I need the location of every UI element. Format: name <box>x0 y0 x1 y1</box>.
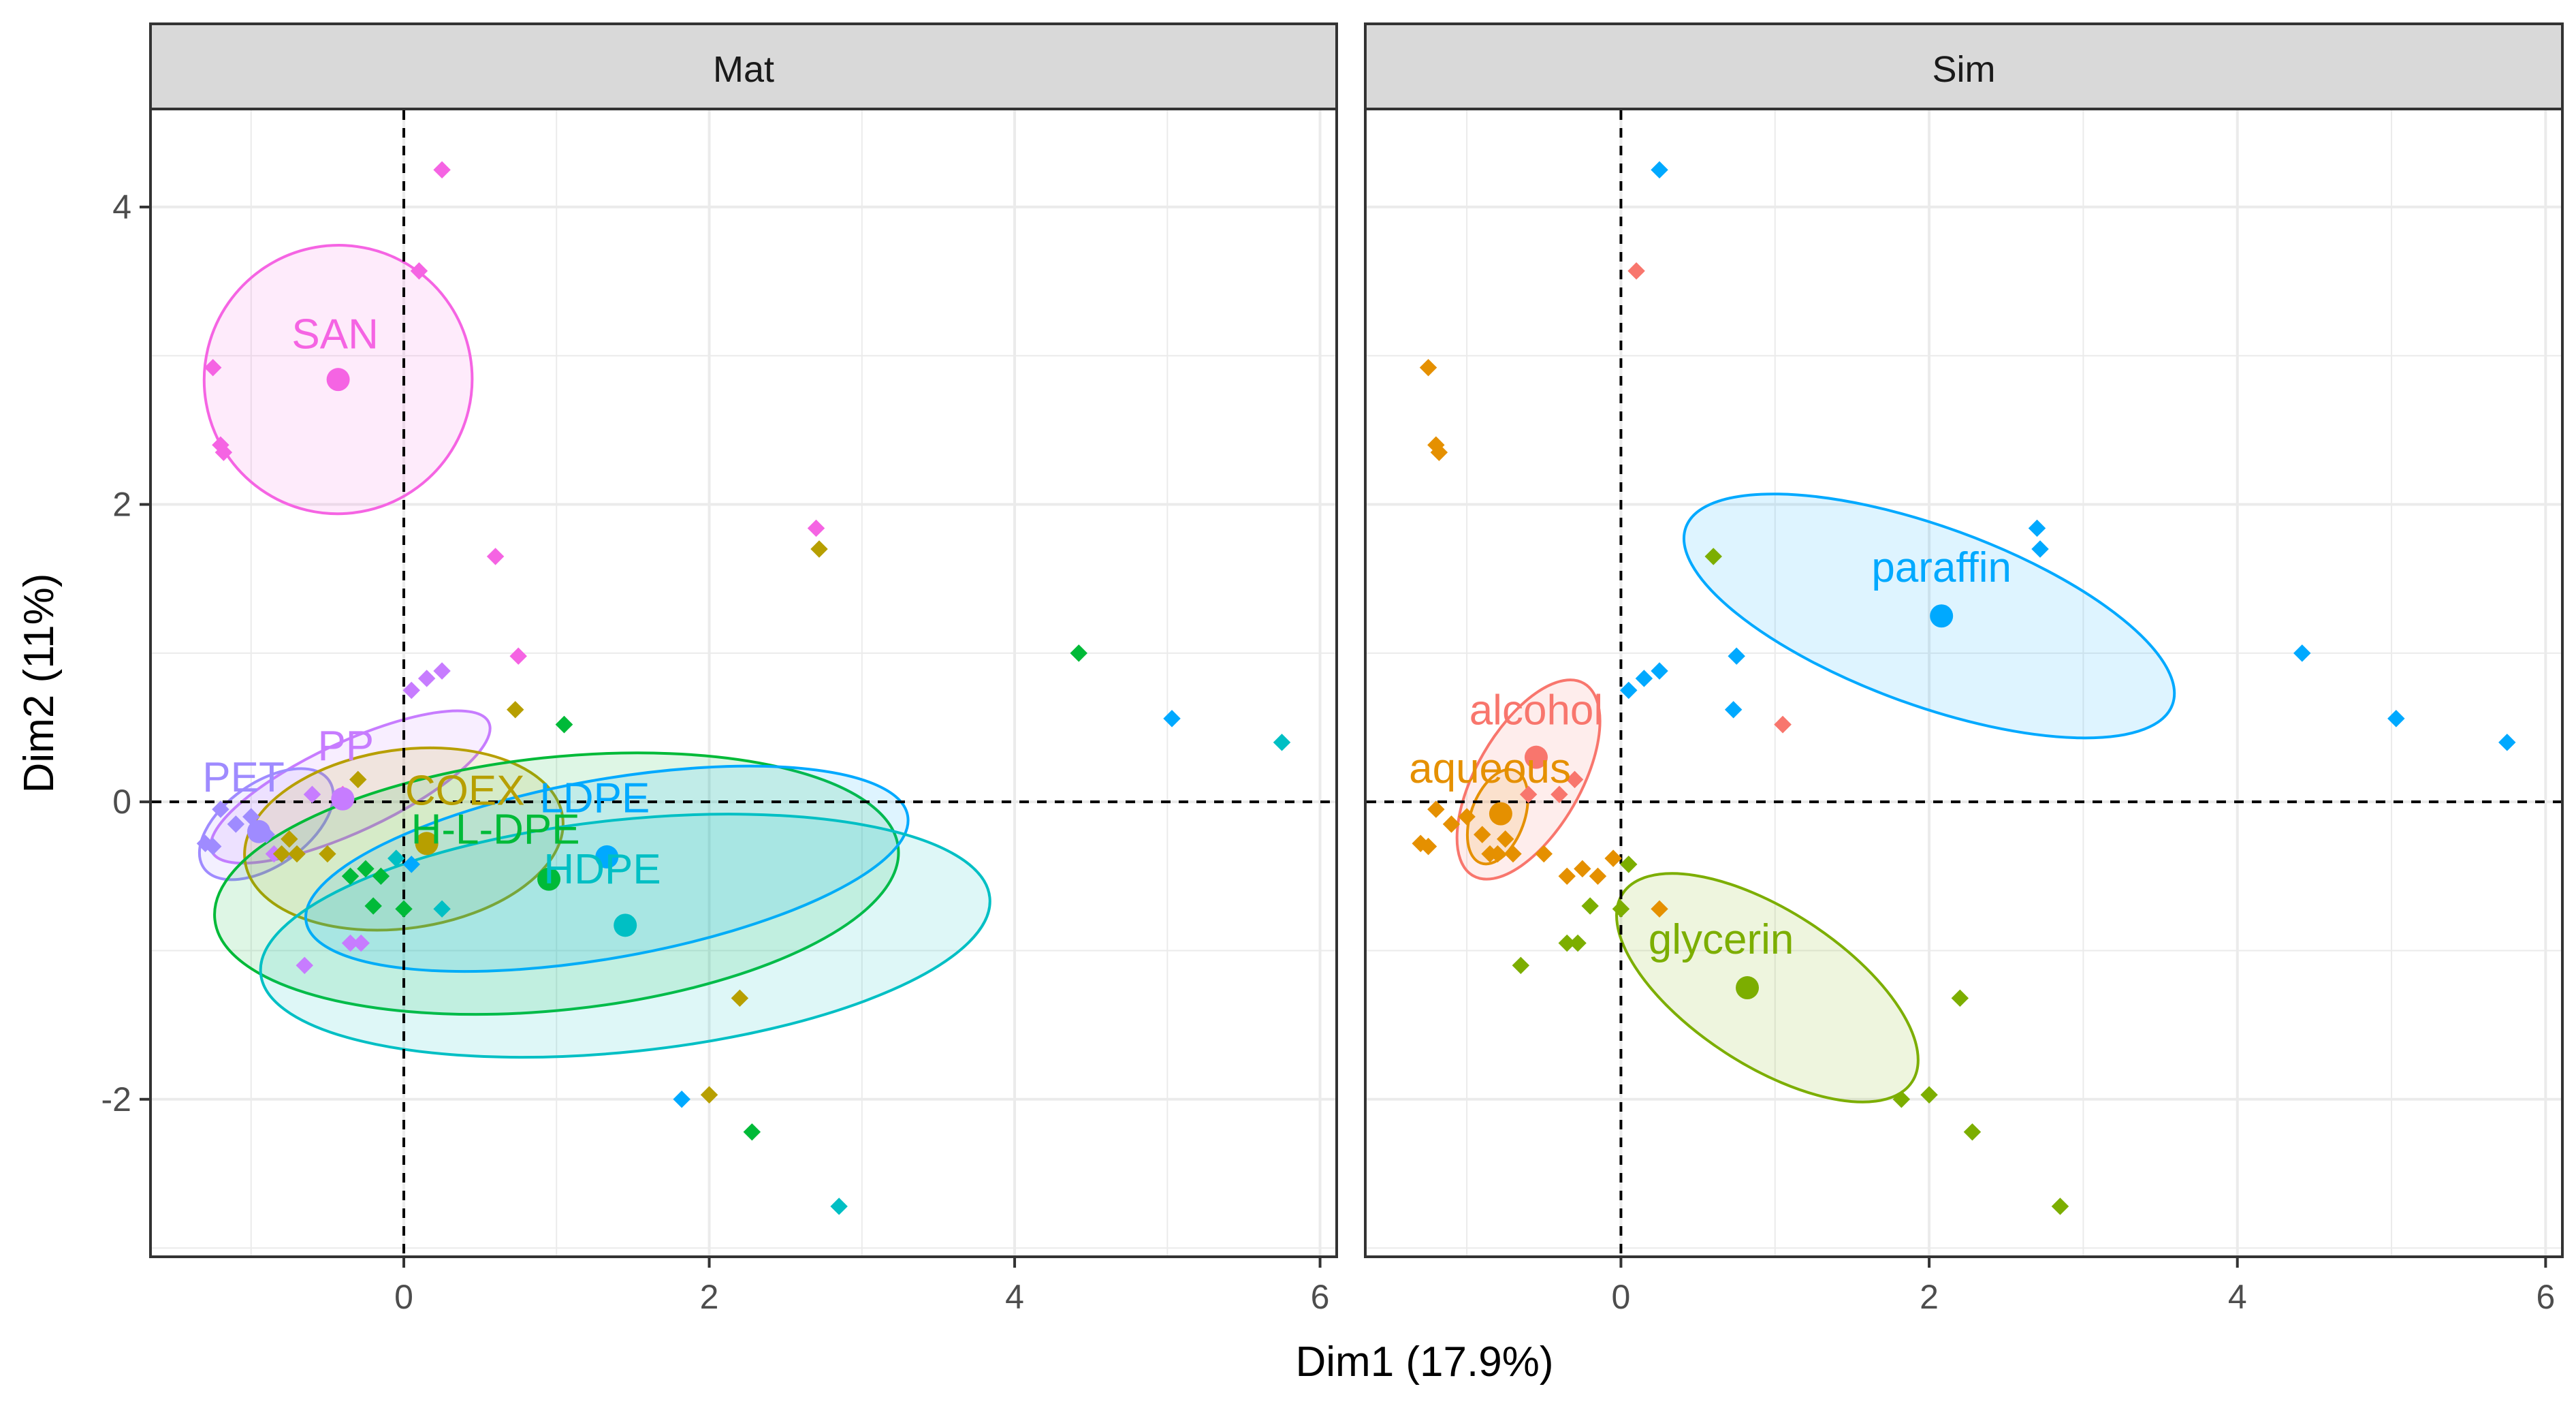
data-point-h-l-dpe <box>341 867 360 886</box>
group-label-pp: PP <box>317 723 374 770</box>
group-label-ldpe: LDPE <box>539 775 650 822</box>
y-tick-label: -2 <box>101 1080 131 1118</box>
facet-mat-panel <box>149 108 1338 1258</box>
centroid-ldpe <box>595 845 619 869</box>
data-point-san <box>509 647 527 665</box>
data-point-pp <box>341 934 360 952</box>
x-tick-label: 2 <box>1920 1278 1939 1316</box>
facet-sim-x-ticks: 0 2 4 6 <box>1612 1257 2555 1316</box>
y-tick-label: 4 <box>112 188 131 226</box>
group-label-alcohol: alcohol <box>1469 687 1603 734</box>
centroid-aqueous <box>1489 802 1512 826</box>
facet-sim-strip-label: Sim <box>1933 49 1996 90</box>
confidence-ellipse-glycerin <box>1615 872 1920 1104</box>
facet-sim-centroids <box>1489 604 1954 1000</box>
group-label-h-l-dpe: H-L-DPE <box>411 806 580 853</box>
centroid-hdpe <box>614 913 637 937</box>
centroid-alcohol <box>1524 745 1548 769</box>
group-label-paraffin: paraffin <box>1871 544 2011 591</box>
data-point-san <box>214 443 233 461</box>
facet-mat-centroids <box>247 368 637 937</box>
centroid-coex <box>415 832 439 856</box>
group-label-san: SAN <box>291 311 378 358</box>
centroid-h-l-dpe <box>537 867 561 891</box>
centroid-pp <box>331 787 355 811</box>
facet-mat-y-ticks: -2 0 2 4 <box>101 188 150 1118</box>
confidence-ellipse-ldpe <box>304 764 910 973</box>
data-point-pp <box>433 662 451 680</box>
group-label-coex: COEX <box>405 768 525 815</box>
x-axis-title: Dim1 (17.9%) <box>1296 1339 1554 1386</box>
data-point-san <box>410 262 428 280</box>
x-tick-label: 6 <box>2536 1278 2555 1316</box>
facet-mat-strip <box>149 22 1338 110</box>
facet-mat-x-ticks: 0 2 4 6 <box>394 1257 1329 1316</box>
centroid-paraffin <box>1930 604 1954 628</box>
centroid-glycerin <box>1736 976 1760 1000</box>
y-tick-label: 2 <box>112 486 131 524</box>
confidence-ellipse-paraffin <box>1682 492 2176 740</box>
y-axis-title: Dim2 (11%) <box>16 574 63 794</box>
y-tick-label: 0 <box>112 783 131 821</box>
x-tick-label: 0 <box>1612 1278 1631 1316</box>
group-label-pet: PET <box>202 754 285 801</box>
x-tick-label: 0 <box>394 1278 413 1316</box>
facet-mat-strip-label: Mat <box>713 49 774 90</box>
centroid-san <box>326 368 350 392</box>
group-label-glycerin: glycerin <box>1649 916 1794 963</box>
x-tick-label: 2 <box>700 1278 719 1316</box>
data-point-san <box>433 161 451 179</box>
confidence-ellipse-alcohol <box>1455 678 1602 881</box>
centroid-pet <box>247 819 270 843</box>
x-tick-label: 4 <box>1005 1278 1024 1316</box>
data-point-pp <box>402 681 420 700</box>
facet-sim-panel <box>1364 108 2564 1258</box>
facet-sim: Sim paraffin alcohol aqueous glycerin 0 2 4 6 <box>1364 22 2564 1316</box>
data-point-pp <box>417 670 436 687</box>
group-label-aqueous: aqueous <box>1409 745 1571 792</box>
data-point-san <box>204 358 222 377</box>
x-tick-label: 6 <box>1311 1278 1330 1316</box>
facet-sim-strip <box>1364 22 2564 110</box>
x-tick-label: 4 <box>2228 1278 2247 1316</box>
group-label-hdpe: HDPE <box>543 846 661 893</box>
facet-sim-reference-lines <box>1367 110 2561 1255</box>
data-point-san <box>486 548 505 565</box>
facet-sim-labels: paraffin alcohol aqueous glycerin <box>1409 544 2011 963</box>
